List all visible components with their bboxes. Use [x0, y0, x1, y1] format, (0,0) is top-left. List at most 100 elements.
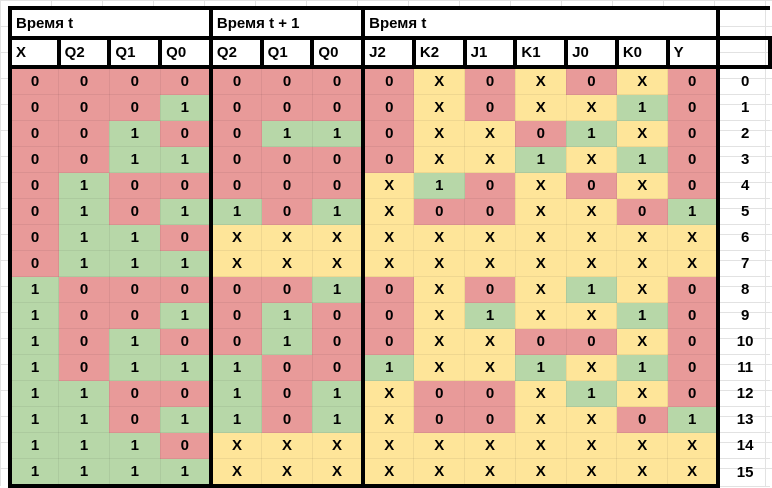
cell-x[interactable]: 1 [8, 354, 60, 381]
cell-k2[interactable]: X [413, 458, 466, 488]
cell-x[interactable]: 0 [8, 66, 60, 95]
cell-k1[interactable]: X [514, 66, 567, 95]
row-index[interactable]: 2 [718, 120, 770, 147]
cell-j1[interactable]: 0 [464, 198, 516, 225]
cell-q0[interactable]: 0 [159, 120, 213, 147]
cell-q0[interactable]: 0 [311, 354, 366, 381]
column-header-j0[interactable]: J0 [566, 38, 619, 69]
cell-j0[interactable]: 1 [565, 120, 618, 147]
cell-j0[interactable]: 0 [565, 172, 618, 199]
cell-j2[interactable]: 1 [362, 354, 415, 381]
cell-q1[interactable]: 0 [108, 66, 161, 95]
cell-q1[interactable]: X [261, 224, 313, 251]
cell-k0[interactable]: 1 [616, 302, 669, 329]
cell-j1[interactable]: 0 [464, 172, 516, 199]
cell-y[interactable]: 0 [667, 354, 721, 381]
cell-j1[interactable]: 0 [464, 66, 516, 95]
cell-k2[interactable]: X [413, 224, 466, 251]
cell-j2[interactable]: 0 [362, 328, 415, 355]
group-header-cell[interactable]: Время t [8, 6, 213, 40]
cell-q1[interactable]: 0 [261, 146, 313, 173]
cell-k0[interactable]: 0 [616, 198, 669, 225]
row-index[interactable]: 1 [718, 94, 770, 121]
cell-q1[interactable]: 1 [108, 328, 161, 355]
cell-x[interactable]: 1 [8, 328, 60, 355]
group-header-cell[interactable]: Время t + 1 [210, 6, 366, 40]
cell-k2[interactable]: 1 [413, 172, 466, 199]
cell-q0[interactable]: 0 [159, 432, 213, 459]
cell-q0[interactable]: 0 [159, 224, 213, 251]
cell-q0[interactable]: 1 [159, 250, 213, 277]
cell-j2[interactable]: X [362, 380, 415, 407]
cell-y[interactable]: 0 [667, 120, 721, 147]
cell-k2[interactable]: X [413, 302, 466, 329]
column-header-j1[interactable]: J1 [464, 38, 518, 69]
column-header-x[interactable]: X [8, 38, 61, 69]
cell-k1[interactable]: X [514, 458, 567, 488]
cell-q2[interactable]: 0 [58, 328, 110, 355]
cell-k0[interactable]: X [616, 276, 669, 303]
row-index[interactable]: 9 [718, 302, 770, 329]
cell-x[interactable]: 1 [8, 276, 60, 303]
cell-x[interactable]: 1 [8, 406, 60, 433]
cell-q0[interactable]: X [311, 458, 366, 488]
cell-y[interactable]: X [667, 224, 721, 251]
cell-y[interactable]: X [667, 432, 721, 459]
cell-k2[interactable]: X [413, 354, 466, 381]
cell-q2[interactable]: 1 [210, 198, 263, 225]
cell-j0[interactable]: X [565, 354, 618, 381]
cell-q0[interactable]: 1 [159, 198, 213, 225]
row-index[interactable]: 15 [718, 458, 770, 487]
cell-x[interactable]: 0 [8, 146, 60, 173]
cell-j2[interactable]: 0 [362, 120, 415, 147]
cell-q1[interactable]: 1 [261, 120, 313, 147]
cell-q2[interactable]: 0 [210, 94, 263, 121]
cell-q2[interactable]: X [210, 224, 263, 251]
cell-y[interactable]: 0 [667, 302, 721, 329]
cell-k0[interactable]: X [616, 224, 669, 251]
cell-x[interactable]: 0 [8, 250, 60, 277]
column-header-q2[interactable]: Q2 [210, 38, 264, 69]
cell-q2[interactable]: 1 [58, 172, 110, 199]
group-header-cell[interactable]: Время t [363, 6, 721, 40]
column-header-q0[interactable]: Q0 [312, 38, 366, 69]
row-index[interactable]: 3 [718, 146, 770, 173]
cell-k2[interactable]: 0 [413, 406, 466, 433]
cell-y[interactable]: 0 [667, 276, 721, 303]
cell-q0[interactable]: 0 [311, 94, 366, 121]
cell-j2[interactable]: X [362, 432, 415, 459]
cell-j2[interactable]: 0 [362, 146, 415, 173]
cell-q0[interactable]: 1 [311, 380, 366, 407]
cell-y[interactable]: 0 [667, 66, 721, 95]
cell-j1[interactable]: X [464, 146, 516, 173]
cell-q0[interactable]: 0 [159, 380, 213, 407]
row-index[interactable]: 13 [718, 406, 770, 433]
cell-k2[interactable]: 0 [413, 198, 466, 225]
empty-cell[interactable] [718, 38, 772, 69]
cell-q0[interactable]: 1 [159, 146, 213, 173]
cell-j1[interactable]: X [464, 432, 516, 459]
cell-k1[interactable]: 0 [514, 120, 567, 147]
cell-q2[interactable]: 0 [58, 276, 110, 303]
cell-k1[interactable]: X [514, 406, 567, 433]
cell-j2[interactable]: X [362, 250, 415, 277]
cell-j0[interactable]: X [565, 458, 618, 488]
cell-q0[interactable]: X [311, 250, 366, 277]
cell-k1[interactable]: X [514, 250, 567, 277]
cell-j2[interactable]: X [362, 406, 415, 433]
cell-q2[interactable]: X [210, 250, 263, 277]
cell-q2[interactable]: 0 [58, 66, 110, 95]
cell-q0[interactable]: 0 [311, 328, 366, 355]
cell-q2[interactable]: 1 [58, 432, 110, 459]
cell-q1[interactable]: 0 [108, 406, 161, 433]
cell-q0[interactable]: 1 [159, 406, 213, 433]
cell-q0[interactable]: 0 [159, 328, 213, 355]
cell-q1[interactable]: 0 [261, 172, 313, 199]
cell-q2[interactable]: X [210, 432, 263, 459]
cell-q0[interactable]: 0 [159, 276, 213, 303]
cell-j0[interactable]: X [565, 146, 618, 173]
cell-k0[interactable]: X [616, 66, 669, 95]
cell-q1[interactable]: 0 [108, 380, 161, 407]
column-header-j2[interactable]: J2 [363, 38, 416, 69]
cell-x[interactable]: 0 [8, 224, 60, 251]
